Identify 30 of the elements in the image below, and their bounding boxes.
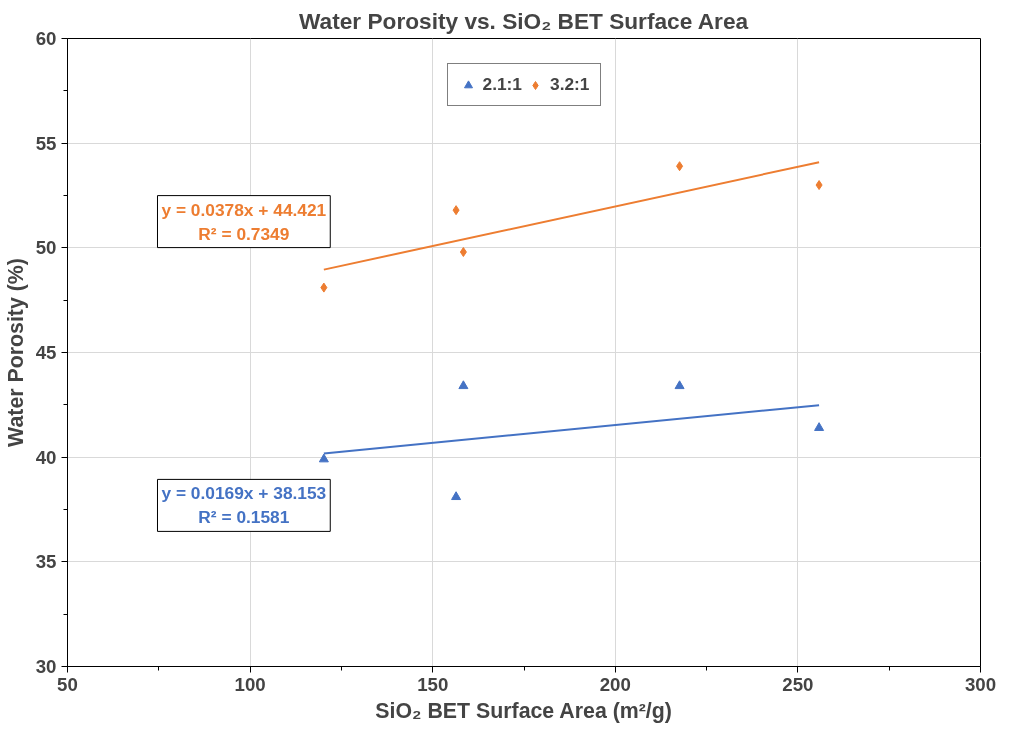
legend-label: 3.2:1 (550, 74, 590, 95)
x-tick-label: 50 (57, 673, 78, 695)
point (452, 205, 460, 216)
x-tick-label: 150 (417, 673, 449, 695)
chart-title: Water Porosity vs. SiO₂ BET Surface Area (299, 7, 749, 34)
point (676, 161, 684, 172)
point (674, 380, 685, 390)
y-axis-title: Water Porosity (%) (3, 258, 28, 447)
x-tick-label: 250 (782, 673, 814, 695)
y-tick-label: 50 (35, 237, 57, 259)
point (451, 491, 462, 501)
point (815, 180, 823, 191)
x-tick-label: 200 (599, 673, 631, 695)
y-tick-label: 40 (35, 446, 57, 468)
y-tick-label: 60 (35, 28, 57, 49)
y-tick-label: 55 (35, 132, 57, 154)
annotation: y = 0.0169x + 38.153 R² = 0.1581 (161, 483, 327, 528)
y-tick-label: 35 (35, 551, 57, 573)
annotation: y = 0.0378x + 44.421 R² = 0.7349 (161, 199, 327, 244)
point (320, 282, 328, 293)
legend-label: 2.1:1 (482, 74, 522, 95)
point (459, 247, 467, 258)
y-tick-label: 30 (35, 656, 57, 677)
x-tick-label: 300 (964, 673, 997, 695)
point (458, 380, 469, 390)
point (318, 453, 329, 463)
y-tick-label: 45 (35, 342, 57, 363)
point (814, 422, 825, 431)
x-axis-title: SiO₂ BET Surface Area (m²/g) (375, 698, 672, 723)
x-tick-label: 100 (234, 673, 266, 695)
